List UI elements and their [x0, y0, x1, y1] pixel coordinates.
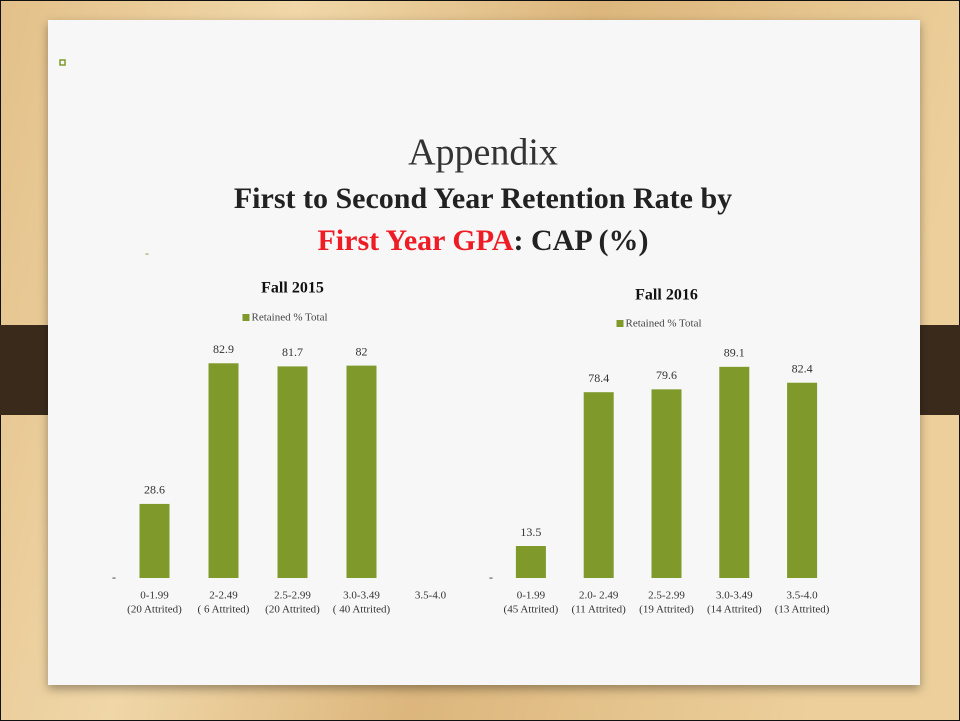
slide-panel	[48, 20, 920, 685]
legend-swatch	[616, 320, 624, 327]
bar	[346, 365, 377, 578]
x-tick-label: 2.0- 2.49	[579, 590, 619, 602]
x-tick-label: 0-1.99	[517, 590, 546, 602]
subtitle-line-1: First to Second Year Retention Rate by	[234, 182, 732, 215]
bar	[651, 389, 682, 578]
bar	[515, 546, 546, 578]
bar	[719, 366, 750, 578]
x-tick-sublabel: ( 6 Attrited)	[198, 604, 250, 616]
x-tick-sublabel: (19 Attrited)	[639, 604, 694, 616]
note: -	[145, 246, 149, 260]
legend-label: Retained % Total	[626, 318, 702, 330]
x-tick-label: 0-1.99	[140, 590, 169, 602]
x-tick-label: 2.5-2.99	[648, 590, 685, 602]
x-tick-label: 3.5-4.0	[787, 590, 819, 602]
data-label: 82	[356, 344, 368, 358]
data-label: 13.5	[520, 525, 541, 539]
x-tick-sublabel: (13 Attrited)	[775, 604, 830, 616]
data-label: 28.6	[144, 483, 165, 497]
x-tick-sublabel: (20 Attrited)	[127, 604, 182, 616]
legend-swatch	[242, 314, 250, 321]
chart-title: Fall 2016	[635, 287, 698, 304]
legend-label: Retained % Total	[252, 312, 328, 324]
y-tick-label: -	[489, 570, 493, 584]
slide-title: Appendix	[408, 132, 558, 174]
data-label: 79.6	[656, 368, 677, 382]
data-label: 78.4	[588, 371, 609, 385]
data-label: 89.1	[724, 346, 745, 360]
subtitle-part: First to Second Year Retention Rate by	[234, 182, 732, 215]
x-tick-label: 2.5-2.99	[274, 590, 311, 602]
x-tick-sublabel: (11 Attrited)	[572, 604, 627, 616]
bar	[139, 503, 170, 578]
subtitle-part: First Year GPA	[317, 224, 513, 257]
x-tick-sublabel: (14 Attrited)	[707, 604, 762, 616]
data-label: 82.4	[792, 361, 813, 375]
x-tick-sublabel: (20 Attrited)	[265, 604, 320, 616]
y-tick-label: -	[112, 570, 116, 584]
bar	[583, 392, 614, 578]
bar	[787, 382, 818, 578]
x-tick-sublabel: (45 Attrited)	[504, 604, 559, 616]
subtitle-part: : CAP (%)	[514, 224, 649, 257]
bar	[277, 366, 308, 578]
data-label: 82.9	[213, 342, 234, 356]
x-tick-sublabel: ( 40 Attrited)	[333, 604, 391, 616]
x-tick-label: 3.5-4.0	[415, 590, 447, 602]
data-label: 81.7	[282, 345, 303, 359]
chart-title: Fall 2015	[261, 280, 324, 297]
subtitle-line-2: First Year GPA: CAP (%)	[317, 224, 648, 257]
x-tick-label: 2-2.49	[209, 590, 238, 602]
bar	[208, 363, 239, 578]
x-tick-label: 3.0-3.49	[716, 590, 753, 602]
x-tick-label: 3.0-3.49	[343, 590, 380, 602]
bullet	[59, 59, 66, 66]
